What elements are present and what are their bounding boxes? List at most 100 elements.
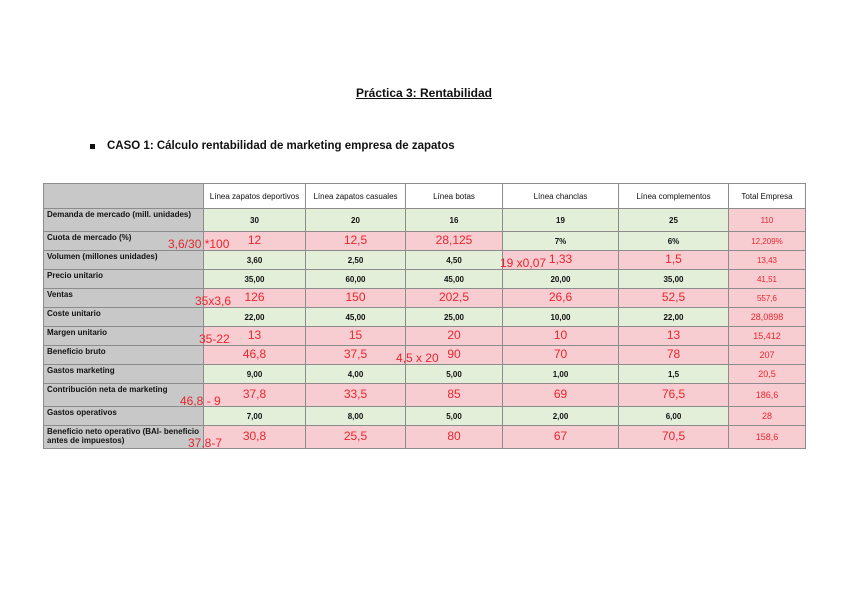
table-row: Ventas 126 150 202,5 26,6 52,5 557,6 — [43, 288, 806, 308]
handwritten-value: 76,5 — [661, 387, 686, 401]
page-title: Práctica 3: Rentabilidad — [355, 86, 493, 100]
profitability-table: Línea zapatos deportivos Línea zapatos c… — [43, 183, 806, 449]
row-label: Volumen (millones unidades) — [43, 250, 204, 270]
handwritten-value: 80 — [447, 429, 461, 443]
handwritten-value: 13 — [247, 328, 262, 342]
handwritten-value: 67 — [553, 429, 568, 443]
value-cell: 9,00 — [203, 364, 306, 384]
computed-cell: 28,125 — [405, 231, 503, 251]
value-cell: 16 — [405, 208, 503, 232]
value-cell: 6% — [618, 231, 729, 251]
computed-cell: 78 — [618, 345, 729, 365]
value-cell: 25,00 — [405, 307, 503, 327]
handwritten-value: 25,5 — [343, 429, 368, 443]
computed-cell: 12,5 — [305, 231, 406, 251]
row-label: Coste unitario — [43, 307, 204, 327]
computed-cell: 76,5 — [618, 383, 729, 407]
table-row: Gastos operativos 7,00 8,00 5,00 2,00 6,00 28 — [43, 406, 806, 426]
computed-cell: 85 — [405, 383, 503, 407]
handwritten-value: 37,5 — [343, 347, 368, 361]
total-cell: 13,43 — [728, 250, 806, 270]
computed-cell: 67 — [502, 425, 619, 449]
computed-cell: 69 — [502, 383, 619, 407]
total-cell: 186,6 — [728, 383, 806, 407]
table-row: Beneficio neto operativo (BAI- beneficio… — [43, 425, 806, 449]
total-cell: 20,5 — [728, 364, 806, 384]
row-label: Beneficio neto operativo (BAI- beneficio… — [43, 425, 204, 449]
handwritten-value: 33,5 — [343, 387, 368, 401]
value-cell: 20,00 — [502, 269, 619, 289]
row-label: Precio unitario — [43, 269, 204, 289]
computed-cell: 37,5 — [305, 345, 406, 365]
header-corner — [43, 183, 204, 209]
computed-cell: 70,5 — [618, 425, 729, 449]
value-cell: 2,00 — [502, 406, 619, 426]
handwritten-value: 37,8 — [242, 387, 267, 401]
header-casuales: Línea zapatos casuales — [305, 183, 406, 209]
value-cell: 3,60 — [203, 250, 306, 270]
handwritten-value: 202,5 — [438, 290, 470, 304]
total-cell: 41,51 — [728, 269, 806, 289]
value-cell: 6,00 — [618, 406, 729, 426]
value-cell: 35,00 — [203, 269, 306, 289]
table-row: Coste unitario 22,00 45,00 25,00 10,00 22,00 2… — [43, 307, 806, 327]
value-cell: 5,00 — [405, 406, 503, 426]
handwritten-value: 12,5 — [343, 233, 368, 247]
note-contrib-calc: 46,8 - 9 — [180, 394, 221, 408]
value-cell: 45,00 — [305, 307, 406, 327]
computed-cell: 80 — [405, 425, 503, 449]
value-cell: 25 — [618, 208, 729, 232]
handwritten-value: 150 — [345, 290, 366, 304]
handwritten-value: 85 — [447, 387, 461, 401]
table-row: Margen unitario 13 15 20 10 13 15,412 — [43, 326, 806, 346]
computed-cell: 15 — [305, 326, 406, 346]
value-cell: 22,00 — [618, 307, 729, 327]
table-row: Volumen (millones unidades) 3,60 2,50 4,50 1… — [43, 250, 806, 270]
handwritten-value: 30,8 — [242, 429, 267, 443]
note-cuota-calc: 3,6/30 *100 — [168, 237, 230, 251]
handwritten-value: 78 — [666, 347, 681, 361]
note-margen-calc: 35-22 — [199, 332, 230, 346]
row-label: Ventas — [43, 288, 204, 308]
total-cell: 158,6 — [728, 425, 806, 449]
value-cell: 19 — [502, 208, 619, 232]
case-heading-text: CASO 1: Cálculo rentabilidad de marketin… — [107, 140, 455, 152]
computed-cell: 37,8 — [203, 383, 306, 407]
total-cell: 28 — [728, 406, 806, 426]
computed-cell: 70 — [502, 345, 619, 365]
row-label: Gastos marketing — [43, 364, 204, 384]
note-ventas-calc: 35x3,6 — [195, 294, 232, 308]
handwritten-value: 12 — [247, 233, 262, 247]
total-cell: 110 — [728, 208, 806, 232]
computed-cell: 10 — [502, 326, 619, 346]
value-cell: 2,50 — [305, 250, 406, 270]
row-label: Margen unitario — [43, 326, 204, 346]
total-cell: 12,209% — [728, 231, 806, 251]
row-label: Demanda de mercado (mill. unidades) — [43, 208, 204, 232]
handwritten-value: 15 — [348, 328, 363, 342]
value-cell: 7,00 — [203, 406, 306, 426]
handwritten-value: 1,5 — [665, 252, 682, 266]
value-cell: 4,00 — [305, 364, 406, 384]
row-label: Cuota de mercado (%) — [43, 231, 204, 251]
value-cell: 10,00 — [502, 307, 619, 327]
row-label: Beneficio bruto — [43, 345, 204, 365]
row-label: Gastos operativos — [43, 406, 204, 426]
handwritten-value: 70 — [553, 347, 568, 361]
handwritten-value: 126 — [244, 290, 265, 304]
header-total: Total Empresa — [728, 183, 806, 209]
handwritten-value: 20 — [447, 328, 461, 342]
handwritten-value: 70,5 — [661, 429, 686, 443]
computed-cell: 33,5 — [305, 383, 406, 407]
value-cell: 35,00 — [618, 269, 729, 289]
note-neto-calc: 37,8-7 — [188, 436, 223, 450]
value-cell: 1,00 — [502, 364, 619, 384]
computed-cell: 26,6 — [502, 288, 619, 308]
computed-cell: 150 — [305, 288, 406, 308]
table-body: Demanda de mercado (mill. unidades) 30 20 1… — [43, 208, 806, 449]
handwritten-value: 52,5 — [661, 290, 686, 304]
table-row: Gastos marketing 9,00 4,00 5,00 1,00 1,5 20,5 — [43, 364, 806, 384]
total-cell: 28,0898 — [728, 307, 806, 327]
value-cell: 22,00 — [203, 307, 306, 327]
value-cell: 7% — [502, 231, 619, 251]
